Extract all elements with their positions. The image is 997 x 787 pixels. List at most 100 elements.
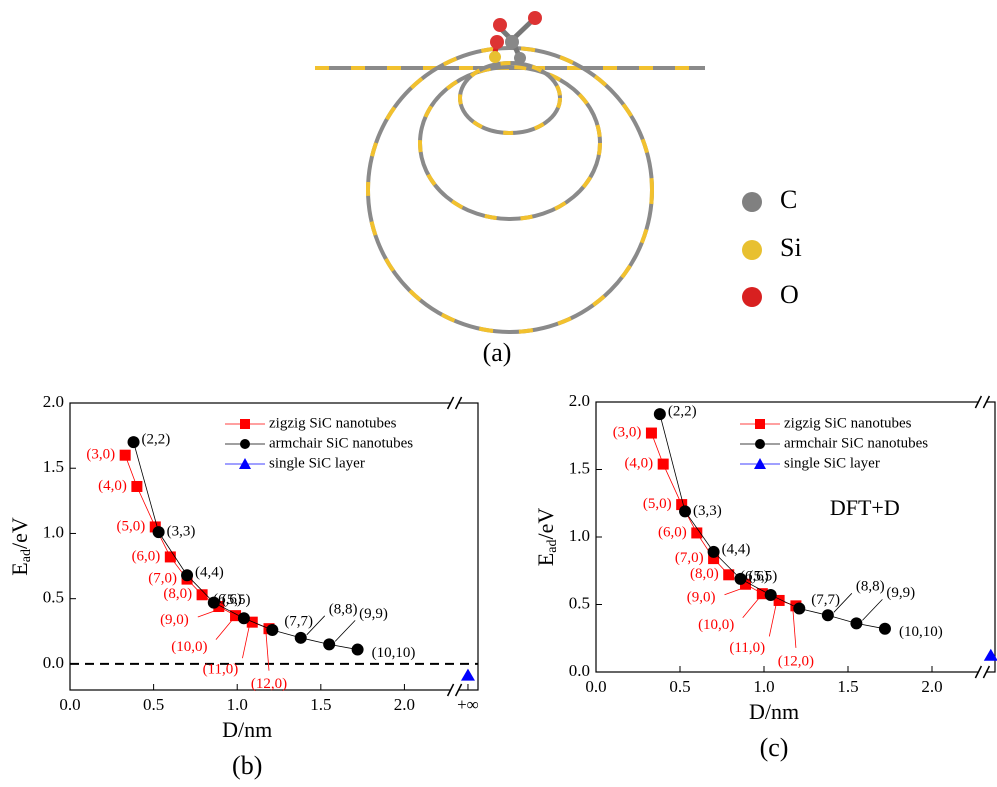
point-label: (8,0): [163, 586, 192, 602]
x-tick-label: 2.0: [394, 695, 415, 714]
point-label: (8,8): [329, 601, 358, 617]
x-axis-label: D/nm: [749, 699, 799, 724]
label-arrow: [862, 599, 882, 620]
x-tick-label: 0.5: [669, 677, 690, 696]
data-point: [850, 617, 862, 629]
atom-c-icon: [742, 192, 762, 212]
point-label: (5,0): [643, 496, 672, 512]
y-tick-label: 1.5: [43, 457, 64, 476]
point-label: (4,0): [98, 478, 127, 494]
atom-o-icon: [742, 287, 762, 307]
x-tick-label: 1.0: [753, 677, 774, 696]
y-axis-label-part: ad: [545, 540, 560, 553]
point-label: (7,7): [284, 613, 313, 629]
point-label: (9,0): [160, 612, 189, 628]
point-label: (2,2): [142, 432, 171, 448]
point-label: (6,6): [213, 592, 242, 608]
data-point: [658, 459, 669, 470]
legend-label: single SiC layer: [784, 455, 880, 471]
y-axis-label-part: ad: [19, 549, 34, 562]
point-label: (6,6): [740, 568, 769, 584]
point-label: (3,3): [167, 524, 196, 540]
y-axis-label: Ead/eV: [7, 517, 34, 576]
legend-marker: [754, 458, 766, 469]
x-tick-label: 1.0: [227, 695, 248, 714]
point-label: (4,4): [195, 565, 224, 581]
y-tick-label: 0.0: [569, 661, 590, 680]
atom-legend: C: [780, 185, 797, 214]
point-label: (5,0): [117, 518, 146, 534]
legend-label: zigzig SiC nanotubes: [269, 415, 397, 431]
point-label: (8,0): [690, 566, 719, 582]
point-label: (7,0): [675, 550, 704, 566]
data-point: [879, 623, 891, 635]
chart: 0.00.51.01.52.00.00.51.01.52.0D/nmEad/eV…: [533, 391, 997, 762]
point-label: (3,0): [613, 424, 642, 440]
data-point: [646, 428, 657, 439]
data-point: [679, 505, 691, 517]
legend-label: armchair SiC nanotubes: [269, 435, 413, 451]
nanotube-structure: [315, 11, 705, 332]
legend-marker: [755, 439, 765, 449]
data-point: [131, 481, 142, 492]
x-tick-label: 0.0: [59, 695, 80, 714]
legend-marker: [240, 419, 250, 429]
y-tick-label: 1.5: [569, 458, 590, 477]
y-tick-label: 0.5: [43, 588, 64, 607]
point-label: (11,0): [729, 640, 765, 656]
point-label: (3,3): [693, 503, 722, 519]
panel-caption: (b): [232, 751, 262, 780]
data-point: [266, 624, 278, 636]
y-axis-label-part: E: [533, 553, 558, 566]
point-label: (2,2): [668, 404, 697, 420]
point-label: (10,10): [899, 624, 943, 640]
point-label: (10,0): [698, 617, 734, 633]
x-tick-label: 2.0: [921, 677, 942, 696]
y-axis-label: Ead/eV: [533, 508, 560, 567]
annotation: DFT+D: [830, 495, 900, 520]
data-point: [765, 589, 777, 601]
data-point: [461, 669, 475, 681]
y-axis-label-part: /eV: [7, 517, 32, 549]
chart: 0.00.51.01.52.0+∞0.00.51.01.52.0D/nmEad/…: [7, 392, 479, 780]
point-label: (6,0): [658, 524, 687, 540]
point-label: (9,9): [886, 585, 915, 601]
point-label: (12,0): [251, 676, 287, 692]
point-label: (7,7): [811, 592, 840, 608]
x-tick-label: 1.5: [310, 695, 331, 714]
label-arrow: [793, 610, 796, 648]
label-arrow: [769, 604, 776, 636]
y-tick-label: 0.0: [43, 653, 64, 672]
point-label: (6,0): [132, 548, 161, 564]
legend-label: armchair SiC nanotubes: [784, 435, 928, 451]
panel-caption: (a): [483, 338, 512, 367]
x-tick-label: +∞: [457, 695, 479, 714]
data-point: [793, 603, 805, 615]
atom-legend: O: [780, 280, 799, 309]
x-tick-label: 0.5: [143, 695, 164, 714]
y-axis-label-part: /eV: [533, 508, 558, 540]
data-point: [165, 551, 176, 562]
data-point: [654, 408, 666, 420]
point-label: (10,0): [171, 639, 207, 655]
legend-label: zigzig SiC nanotubes: [784, 415, 912, 431]
data-point: [295, 632, 307, 644]
data-point: [128, 436, 140, 448]
label-arrow: [743, 598, 760, 618]
point-label: (11,0): [203, 662, 239, 678]
point-label: (9,9): [359, 606, 388, 622]
data-point: [708, 546, 720, 558]
y-tick-label: 2.0: [43, 392, 64, 411]
data-point: [822, 609, 834, 621]
legend-marker: [240, 439, 250, 449]
x-axis-label: D/nm: [222, 717, 272, 742]
point-label: (9,0): [687, 590, 716, 606]
label-arrow: [335, 620, 355, 641]
x-tick-label: 1.5: [837, 677, 858, 696]
data-point: [323, 638, 335, 650]
data-point: [352, 644, 364, 656]
point-label: (4,4): [722, 541, 751, 557]
data-point: [181, 569, 193, 581]
label-arrow: [242, 626, 249, 658]
data-point: [238, 612, 250, 624]
